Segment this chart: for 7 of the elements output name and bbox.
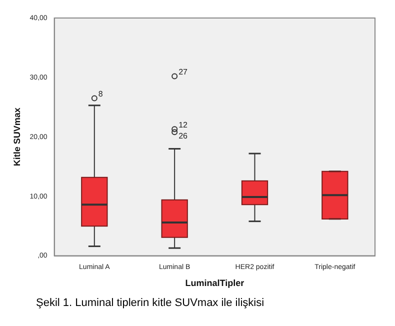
text: Şekil 1. Luminal tiplerin kitle SUVmax ile ilişkisi [36,297,266,309]
x-axis-title: LuminalTipler [185,278,245,288]
annotation: 12 [178,120,188,130]
annotation: 8 [98,89,104,98]
annotation: 26 [178,131,188,140]
y-axis-title: Kitle SUVmax [12,108,22,166]
annotation: 27 [178,67,188,76]
